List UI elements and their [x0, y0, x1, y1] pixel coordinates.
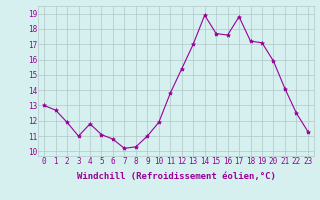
X-axis label: Windchill (Refroidissement éolien,°C): Windchill (Refroidissement éolien,°C) — [76, 172, 276, 181]
